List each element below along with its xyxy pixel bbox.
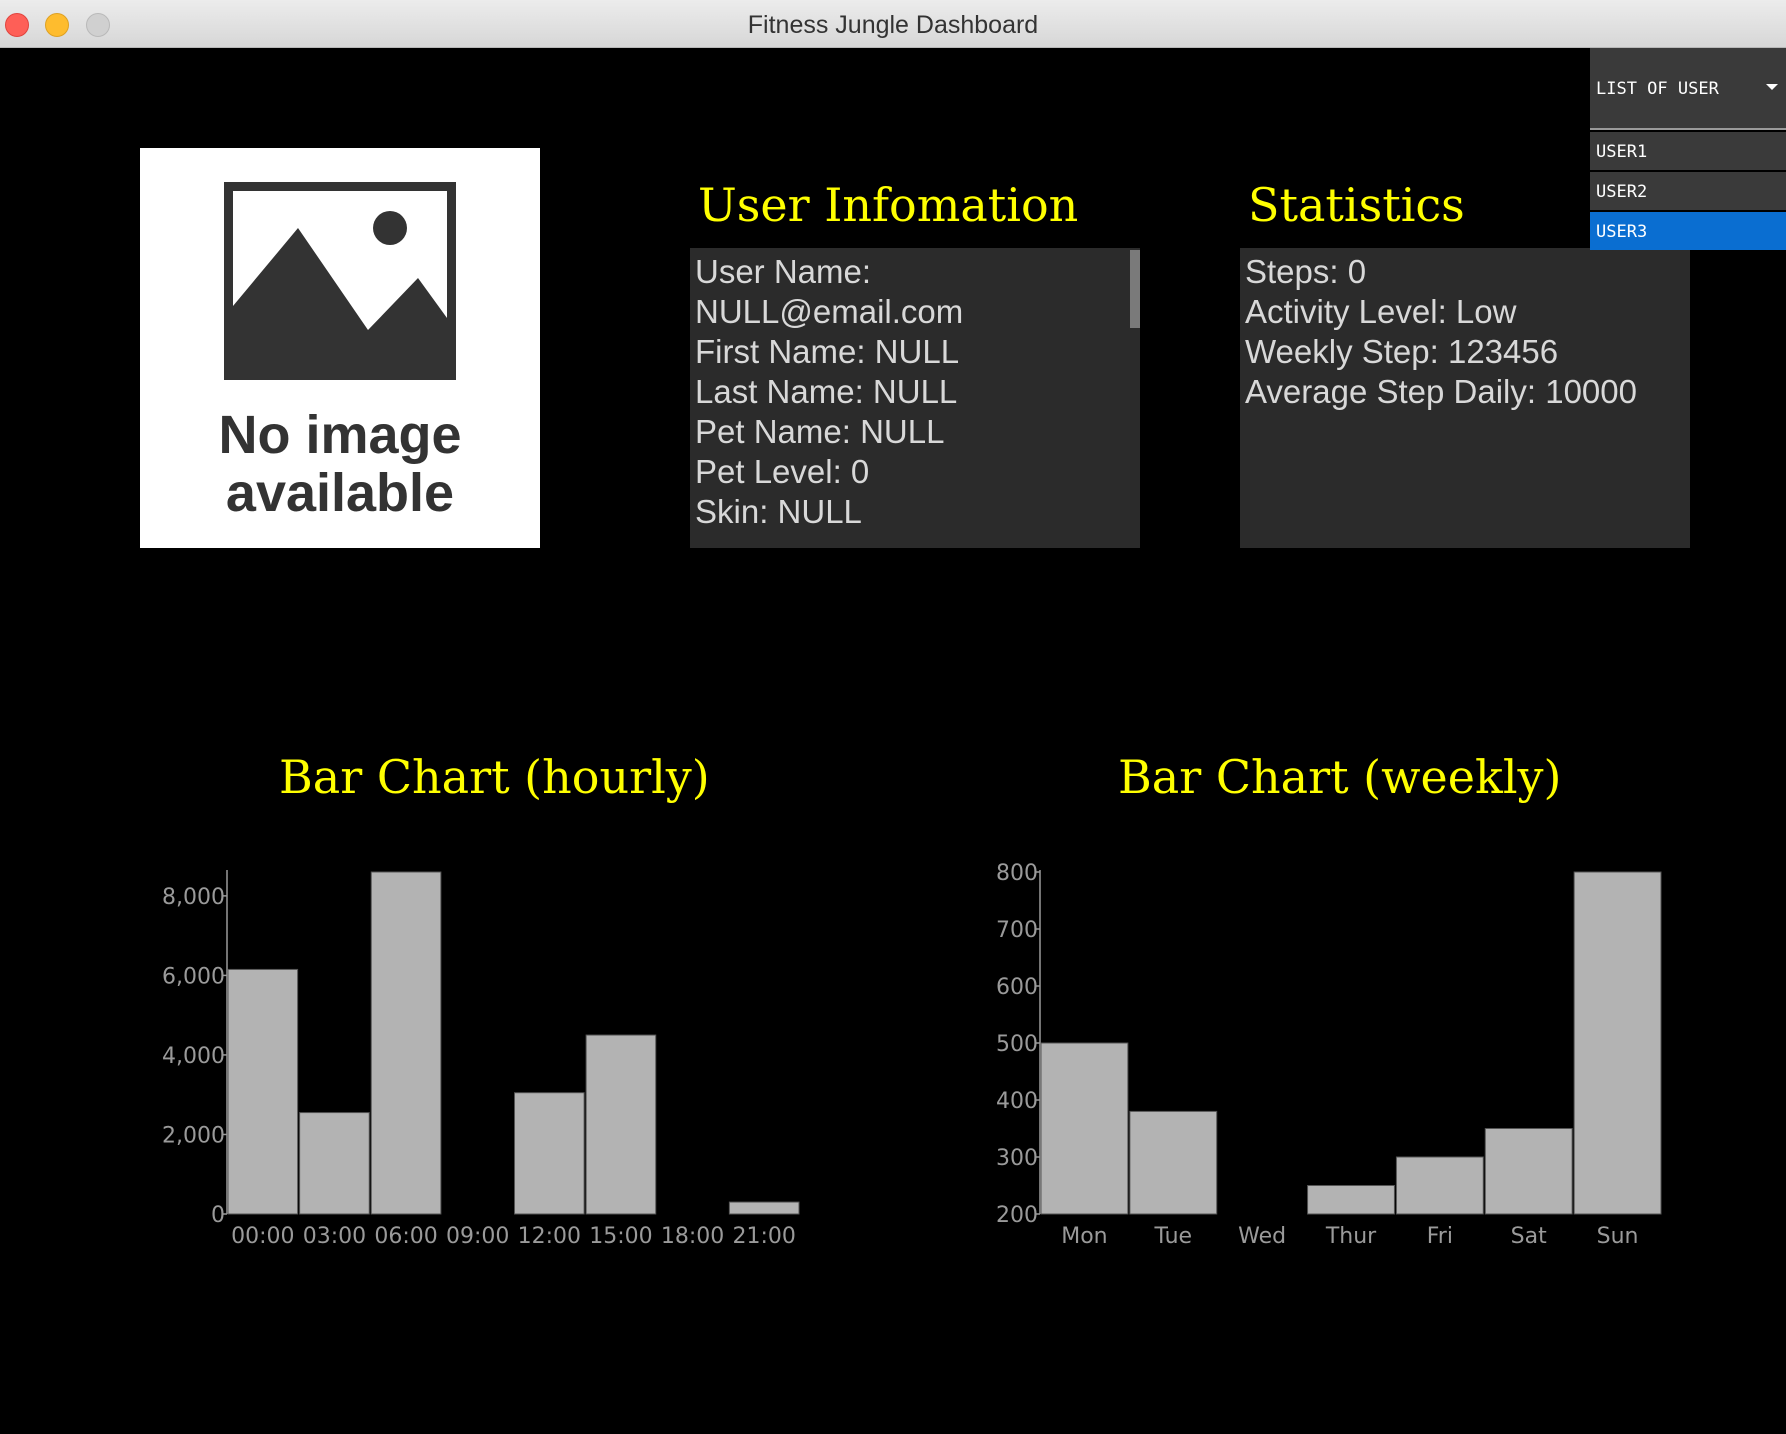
weekly-y-tick-label: 300 (996, 1146, 1038, 1171)
weekly-x-tick-label: Fri (1427, 1224, 1453, 1249)
statistics-heading: Statistics (1248, 178, 1465, 232)
hourly-bar (514, 1092, 585, 1215)
user-list-item-user1[interactable]: USER1 (1590, 132, 1786, 170)
user-list-dropdown[interactable]: LIST OF USER USER1 USER2 USER3 (1590, 48, 1786, 250)
no-image-line-1: No image (218, 405, 462, 465)
weekly-bar (1040, 1042, 1129, 1215)
user-list-item-user3[interactable]: USER3 (1590, 212, 1786, 250)
user-info-panel[interactable]: User Name: NULL@email.com First Name: NU… (690, 248, 1130, 548)
weekly-chart-title: Bar Chart (weekly) (1118, 750, 1562, 804)
user-info-line: Pet Name: NULL (695, 413, 945, 450)
weekly-x-tick-label: Sat (1511, 1224, 1547, 1249)
hourly-bar (728, 1201, 800, 1215)
user-info-line: Skin: NULL (695, 493, 862, 530)
user-list-item-user2[interactable]: USER2 (1590, 172, 1786, 210)
weekly-x-tick-label: Tue (1153, 1224, 1192, 1249)
user-info-line: First Name: NULL (695, 333, 960, 370)
hourly-x-tick-label: 18:00 (661, 1224, 724, 1249)
weekly-y-tick-label: 600 (996, 975, 1038, 1000)
weekly-y-tick-label: 200 (996, 1203, 1038, 1228)
hourly-x-tick-label: 21:00 (732, 1224, 795, 1249)
weekly-x-tick-label: Mon (1061, 1224, 1107, 1249)
user-info-line: Last Name: NULL (695, 373, 958, 410)
user-list-dropdown-header[interactable]: LIST OF USER (1590, 48, 1786, 128)
weekly-y-tick-label: 800 (996, 861, 1038, 886)
statistics-line: Weekly Step: 123456 (1245, 333, 1559, 370)
user-info-scrollbar-thumb[interactable] (1130, 250, 1140, 328)
dropdown-divider (1590, 128, 1786, 130)
image-placeholder-icon (224, 182, 456, 380)
weekly-x-tick-label: Sun (1597, 1224, 1639, 1249)
profile-image-placeholder: No image available (140, 148, 540, 548)
user-info-line: Pet Level: 0 (695, 453, 870, 490)
zoom-window-button[interactable] (86, 13, 110, 37)
user-info-line: User Name: (695, 253, 872, 290)
no-image-text: No image available (140, 406, 540, 522)
statistics-line: Average Step Daily: 10000 (1245, 373, 1637, 410)
hourly-x-tick-label: 00:00 (231, 1224, 294, 1249)
chevron-down-icon[interactable] (1766, 84, 1778, 90)
minimize-window-button[interactable] (45, 13, 69, 37)
weekly-x-tick-label: Wed (1238, 1224, 1286, 1249)
statistics-panel: Steps: 0 Activity Level: Low Weekly Step… (1240, 248, 1690, 548)
hourly-x-tick-label: 15:00 (589, 1224, 652, 1249)
hourly-y-tick-label: 8,000 (162, 885, 225, 910)
weekly-bar (1395, 1156, 1484, 1215)
hourly-y-tick-label: 0 (211, 1203, 225, 1228)
hourly-x-tick-label: 12:00 (518, 1224, 581, 1249)
hourly-bar (585, 1034, 657, 1215)
statistics-line: Steps: 0 (1245, 253, 1367, 290)
close-window-button[interactable] (5, 13, 29, 37)
window-titlebar: Fitness Jungle Dashboard (0, 0, 1786, 48)
hourly-bar (370, 871, 442, 1215)
weekly-y-tick-label: 700 (996, 918, 1038, 943)
user-list-label: LIST OF USER (1596, 79, 1719, 99)
weekly-bar (1129, 1110, 1218, 1215)
hourly-chart-title: Bar Chart (hourly) (279, 750, 710, 804)
user-info-scrollbar[interactable] (1130, 248, 1140, 548)
window-title: Fitness Jungle Dashboard (747, 11, 1039, 39)
weekly-x-tick-label: Thur (1325, 1224, 1377, 1249)
hourly-x-tick-label: 03:00 (303, 1224, 366, 1249)
user-info-line: NULL@email.com (695, 293, 964, 330)
weekly-bar (1484, 1128, 1573, 1215)
hourly-y-tick-label: 4,000 (162, 1044, 225, 1069)
statistics-line: Activity Level: Low (1245, 293, 1517, 330)
hourly-y-tick-label: 6,000 (162, 964, 225, 989)
weekly-y-tick-label: 400 (996, 1089, 1038, 1114)
user-info-heading: User Infomation (698, 178, 1079, 232)
weekly-bar (1307, 1185, 1395, 1215)
hourly-bar (227, 968, 299, 1215)
hourly-y-tick-label: 2,000 (162, 1123, 225, 1148)
weekly-y-tick-label: 500 (996, 1032, 1038, 1057)
hourly-x-tick-label: 06:00 (374, 1224, 437, 1249)
no-image-line-2: available (225, 463, 455, 523)
hourly-bar (299, 1112, 370, 1215)
hourly-x-tick-label: 09:00 (446, 1224, 509, 1249)
weekly-bar (1573, 871, 1662, 1215)
